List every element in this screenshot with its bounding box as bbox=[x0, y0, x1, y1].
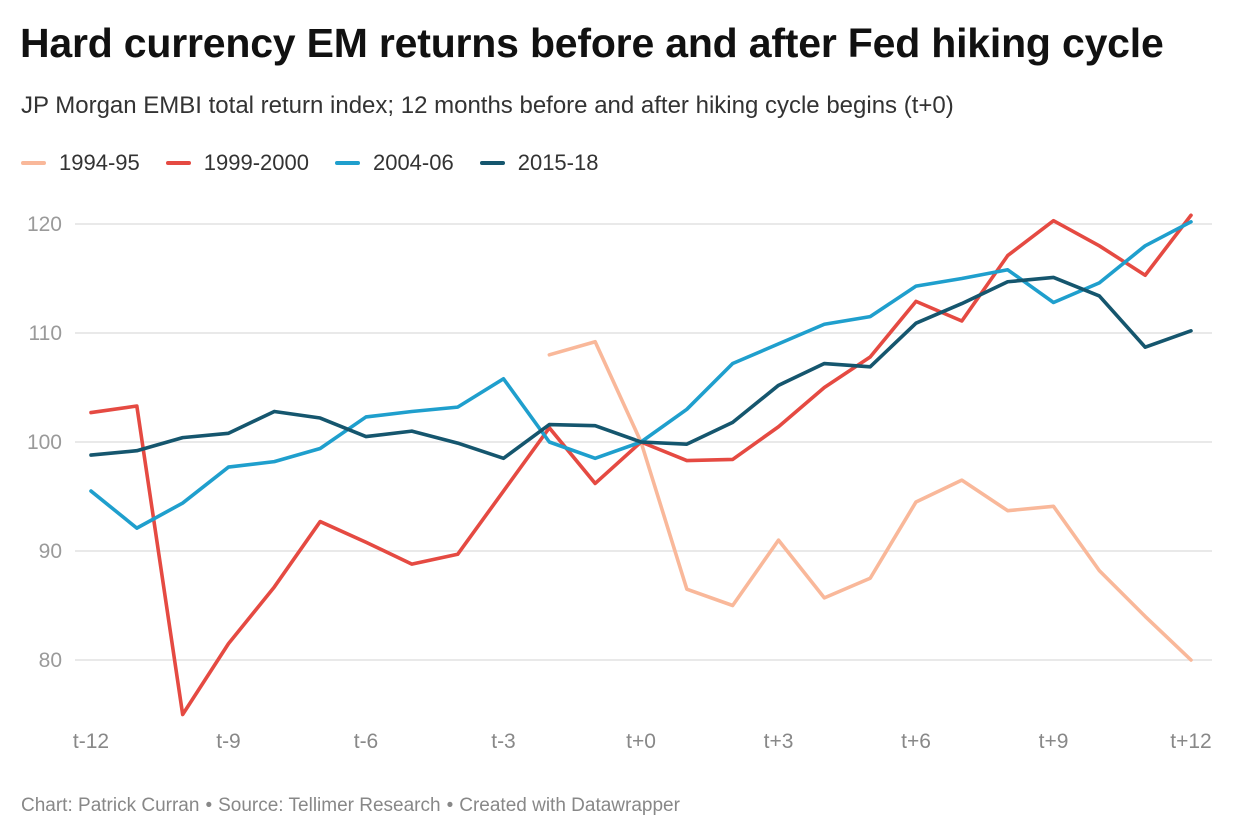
series-line-2004-06 bbox=[89, 220, 1193, 530]
x-tick-label-t+0: t+0 bbox=[626, 730, 656, 753]
x-tick-label-t-12: t-12 bbox=[73, 730, 109, 753]
y-tick-label-100: 100 bbox=[27, 431, 62, 454]
y-tick-label-90: 90 bbox=[39, 540, 62, 563]
legend-item-1999-2000: 1999-2000 bbox=[165, 150, 309, 176]
source-credit: Source: Tellimer Research bbox=[218, 795, 441, 816]
x-tick-label-t+3: t+3 bbox=[764, 730, 794, 753]
y-tick-label-80: 80 bbox=[39, 649, 62, 672]
chart-footer: Chart: Patrick Curran • Source: Tellimer R… bbox=[21, 795, 680, 817]
chart-legend: 1994-95 1999-2000 2004-06 2015-18 bbox=[21, 150, 624, 176]
x-tick-label-t-6: t-6 bbox=[354, 730, 379, 753]
chart-subtitle: JP Morgan EMBI total return index; 12 mo… bbox=[21, 92, 954, 119]
y-axis: 80 90 100 110 120 bbox=[27, 213, 62, 672]
legend-item-2015-18: 2015-18 bbox=[479, 150, 599, 176]
x-tick-label-t+6: t+6 bbox=[901, 730, 931, 753]
legend-item-1994-95: 1994-95 bbox=[21, 150, 140, 176]
x-tick-label-t-9: t-9 bbox=[216, 730, 241, 753]
legend-swatch-2004-06 bbox=[334, 161, 360, 165]
series-layer bbox=[89, 213, 1193, 717]
created-with-credit: Created with Datawrapper bbox=[459, 795, 680, 816]
series-line-2015-18 bbox=[89, 275, 1193, 461]
x-tick-label-t-3: t-3 bbox=[491, 730, 516, 753]
legend-label-1999-2000: 1999-2000 bbox=[203, 150, 309, 175]
y-tick-label-110: 110 bbox=[29, 322, 62, 345]
legend-label-1994-95: 1994-95 bbox=[59, 150, 140, 175]
footer-separator: • bbox=[205, 795, 213, 816]
legend-label-2004-06: 2004-06 bbox=[372, 150, 454, 175]
legend-swatch-1999-2000 bbox=[165, 161, 191, 165]
series-line-1994-95 bbox=[547, 339, 1193, 662]
legend-label-2015-18: 2015-18 bbox=[517, 150, 599, 175]
legend-swatch-1994-95 bbox=[21, 161, 46, 165]
legend-item-2004-06: 2004-06 bbox=[334, 150, 454, 176]
chart-credit: Chart: Patrick Curran bbox=[21, 795, 200, 816]
y-tick-label-120: 120 bbox=[27, 213, 62, 236]
legend-swatch-2015-18 bbox=[479, 161, 505, 165]
footer-separator: • bbox=[446, 795, 454, 816]
x-tick-label-t+9: t+9 bbox=[1039, 730, 1069, 753]
x-tick-label-t+12: t+12 bbox=[1170, 730, 1211, 753]
x-axis: t-12 t-9 t-6 t-3 t+0 t+3 t+6 t+9 t+12 bbox=[73, 730, 1212, 753]
chart-title: Hard currency EM returns before and afte… bbox=[20, 20, 1164, 66]
